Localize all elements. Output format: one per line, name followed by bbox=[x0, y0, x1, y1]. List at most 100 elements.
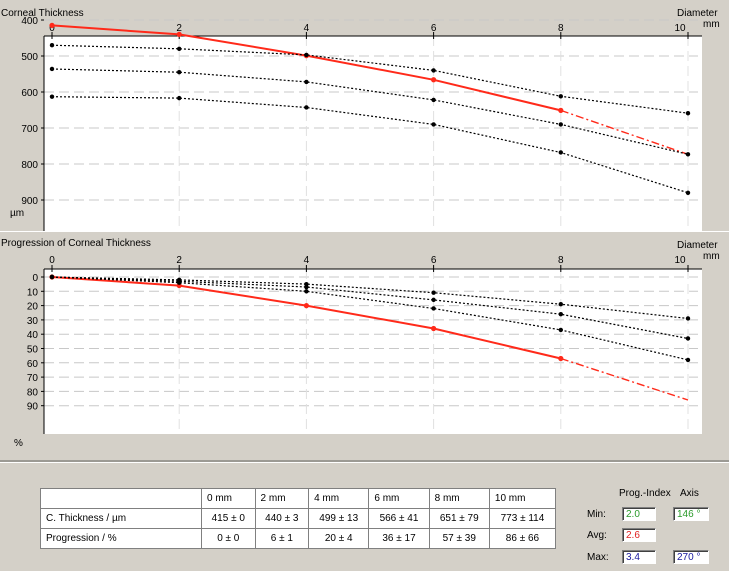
min-prog-index-field: 2.0 bbox=[622, 507, 656, 521]
data-point bbox=[304, 52, 309, 58]
progression-chart: 0 2 4 6 8 10 0 10 20 30 40 50 60 70 80 90 bbox=[27, 255, 702, 434]
table-cell: 57 ± 39 bbox=[428, 528, 490, 549]
y-tick-label: 50 bbox=[27, 345, 39, 356]
table-header-cell: 2 mm bbox=[254, 488, 310, 509]
max-label: Max: bbox=[587, 552, 609, 563]
data-point bbox=[685, 152, 691, 157]
data-point bbox=[177, 70, 182, 75]
data-point-red bbox=[558, 107, 564, 113]
data-point-red bbox=[558, 355, 564, 362]
y-tick-label: 400 bbox=[21, 16, 38, 27]
panel-separator bbox=[0, 231, 729, 232]
data-point bbox=[304, 284, 309, 290]
table-header-row: 0 mm 2 mm 4 mm 6 mm 8 mm 10 mm bbox=[40, 488, 557, 509]
data-point bbox=[558, 150, 563, 155]
data-point bbox=[685, 111, 691, 116]
x-tick-label: 4 bbox=[304, 255, 310, 266]
y-tick-label: 70 bbox=[27, 373, 39, 384]
x-tick-label: 6 bbox=[431, 255, 437, 266]
bottom-y-unit: % bbox=[14, 438, 23, 449]
min-label: Min: bbox=[587, 509, 606, 520]
series-extrapolation-red bbox=[560, 357, 689, 401]
x-tick-label: 8 bbox=[558, 255, 564, 266]
series-line bbox=[51, 276, 689, 361]
data-point bbox=[431, 97, 436, 103]
corneal-thickness-chart: 0 2 4 6 8 10 400 500 600 700 800 900 bbox=[21, 16, 702, 232]
y-tick-label: 0 bbox=[32, 273, 38, 284]
y-tick-label: 20 bbox=[27, 302, 39, 313]
table-cell: 20 ± 4 bbox=[308, 528, 370, 549]
bottom-diameter-label: Diameter bbox=[677, 240, 718, 251]
data-point bbox=[558, 94, 563, 99]
data-point bbox=[431, 290, 436, 295]
data-point bbox=[431, 122, 436, 127]
y-tick-label: 90 bbox=[27, 402, 39, 413]
data-point bbox=[685, 357, 691, 363]
corneal-thickness-panel: Corneal Thickness Diameter mm µm 0 2 4 6 8 10… bbox=[0, 0, 729, 232]
table-cell: 36 ± 17 bbox=[368, 528, 430, 549]
data-point bbox=[177, 280, 182, 285]
data-point bbox=[431, 306, 436, 311]
data-point bbox=[558, 311, 563, 317]
avg-prog-index-field: 2.6 bbox=[622, 528, 656, 542]
plot-area bbox=[44, 269, 702, 434]
min-axis-field: 146 ° bbox=[673, 507, 709, 521]
y-tick-label: 500 bbox=[21, 52, 38, 63]
data-point bbox=[177, 95, 182, 101]
table-cell: 6 ± 1 bbox=[254, 528, 310, 549]
top-diameter-label: Diameter bbox=[677, 8, 718, 19]
row-label: Progression / % bbox=[40, 528, 202, 549]
x-tick-label: 2 bbox=[176, 23, 182, 34]
prog-index-header: Prog.-Index bbox=[619, 488, 671, 499]
axis-header: Axis bbox=[680, 488, 699, 499]
y-tick-label: 900 bbox=[21, 196, 38, 207]
bottom-separator-highlight bbox=[0, 462, 729, 463]
data-point bbox=[685, 190, 691, 195]
x-tick-label: 0 bbox=[49, 255, 55, 266]
data-point-red bbox=[431, 77, 437, 83]
series-line bbox=[51, 276, 689, 340]
data-point bbox=[304, 289, 309, 294]
data-point bbox=[685, 316, 691, 321]
data-point-red bbox=[176, 31, 182, 37]
data-point bbox=[49, 43, 55, 48]
table-cell: 440 ± 3 bbox=[254, 508, 310, 529]
table-cell: 773 ± 114 bbox=[488, 508, 557, 529]
y-tick-label: 700 bbox=[21, 124, 38, 135]
summary-area: 0 mm 2 mm 4 mm 6 mm 8 mm 10 mm C. Thickn… bbox=[0, 470, 729, 571]
data-point bbox=[49, 274, 55, 280]
x-tick-label: 8 bbox=[558, 23, 564, 34]
data-point-red bbox=[49, 22, 55, 28]
max-axis-field: 270 ° bbox=[673, 550, 709, 564]
data-point bbox=[49, 66, 55, 72]
series-line bbox=[51, 44, 689, 114]
data-point bbox=[558, 122, 563, 127]
data-point bbox=[304, 105, 309, 110]
data-point bbox=[431, 297, 436, 303]
y-tick-label: 30 bbox=[27, 316, 39, 327]
x-tick-label: 6 bbox=[431, 23, 437, 34]
x-tick-label: 4 bbox=[304, 23, 310, 34]
thickness-table: 0 mm 2 mm 4 mm 6 mm 8 mm 10 mm C. Thickn… bbox=[40, 488, 557, 549]
table-header-cell: 0 mm bbox=[201, 488, 256, 509]
bottom-chart-title: Progression of Corneal Thickness bbox=[1, 238, 151, 249]
data-point bbox=[558, 301, 563, 307]
series-extrapolation-red bbox=[560, 109, 689, 155]
y-tick-label: 10 bbox=[27, 287, 39, 298]
data-point bbox=[177, 46, 182, 51]
avg-label: Avg: bbox=[587, 530, 607, 541]
top-chart-title: Corneal Thickness bbox=[1, 8, 84, 19]
row-label: C. Thickness / µm bbox=[40, 508, 202, 529]
y-tick-label: 600 bbox=[21, 88, 38, 99]
table-cell: 651 ± 79 bbox=[428, 508, 490, 529]
y-tick-label: 800 bbox=[21, 160, 38, 171]
top-y-unit: µm bbox=[10, 208, 25, 219]
table-cell: 415 ± 0 bbox=[201, 508, 256, 529]
top-x-unit: mm bbox=[703, 19, 720, 30]
y-tick-label: 80 bbox=[27, 387, 39, 398]
table-header-cell: 10 mm bbox=[488, 488, 557, 509]
max-prog-index-field: 3.4 bbox=[622, 550, 656, 564]
y-tick-label: 60 bbox=[27, 359, 39, 370]
table-header-cell: 4 mm bbox=[308, 488, 370, 509]
table-row: Progression / % 0 ± 0 6 ± 1 20 ± 4 36 ± … bbox=[40, 528, 557, 549]
